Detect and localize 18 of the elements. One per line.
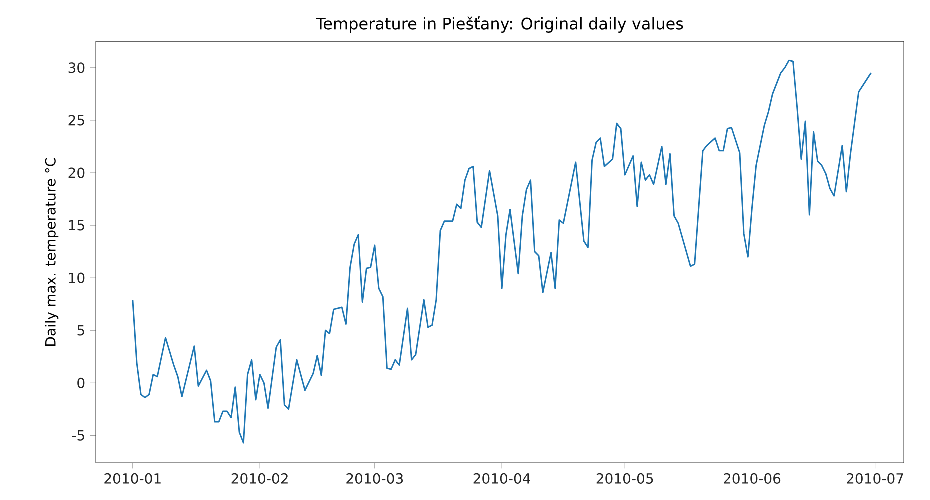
x-tick-label: 2010-03 [346,473,404,484]
y-tick-label: 25 [68,115,84,126]
x-tick-label: 2010-05 [596,473,654,484]
y-tick-label: 0 [78,378,85,388]
y-tick-label: 30 [68,62,85,74]
x-tick-label: 2010-06 [724,473,781,484]
y-tick-label: 20 [68,168,85,178]
y-axis-title: Daily max. temperature °C [45,158,59,346]
y-tick-label: 5 [78,325,84,336]
line-series [132,60,872,444]
x-tick-label: 2010-02 [232,473,288,484]
y-tick-label: 10 [69,272,85,284]
y-tick-label: 15 [69,220,84,231]
x-tick-label: 2010-07 [847,473,904,484]
x-tick-label: 2010-04 [474,473,530,484]
chart-title: Temperature in Piešťany: Original daily values [316,16,684,33]
x-tick-label: 2010-01 [104,473,161,484]
y-tick-label: -5 [72,430,84,441]
